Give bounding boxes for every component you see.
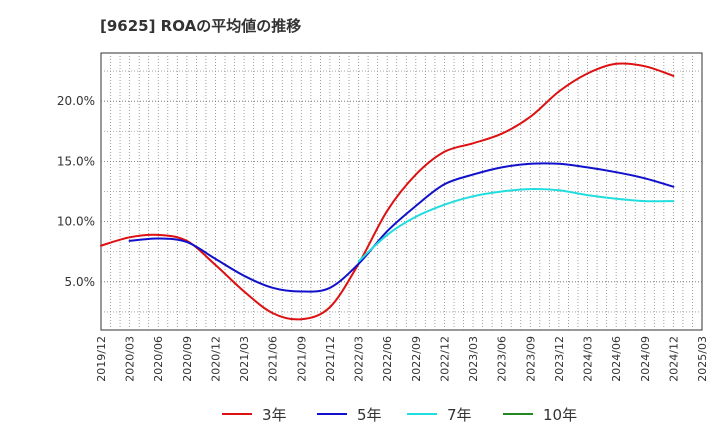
x-tick-label: 2023/06 (496, 336, 509, 382)
legend-label: 10年 (543, 406, 577, 424)
x-tick-label: 2022/06 (381, 336, 394, 382)
legend-label: 7年 (447, 406, 472, 424)
x-tick-label: 2024/06 (610, 336, 623, 382)
x-tick-label: 2023/03 (467, 336, 480, 382)
x-tick-label: 2020/06 (152, 336, 165, 382)
legend: 3年 5年 7年 10年 (222, 406, 577, 424)
y-tick-label: 20.0% (57, 94, 95, 108)
x-tick-label: 2019/12 (95, 336, 108, 382)
x-tick-label: 2025/03 (696, 336, 709, 382)
x-tick-label: 2020/03 (124, 336, 137, 382)
x-tick-label: 2022/12 (438, 336, 451, 382)
legend-label: 5年 (357, 406, 382, 424)
x-tick-label: 2022/09 (410, 336, 423, 382)
x-tick-label: 2024/03 (582, 336, 595, 382)
y-axis-ticks: 5.0% 10.0% 15.0% 20.0% (57, 94, 95, 289)
y-tick-label: 10.0% (57, 215, 95, 229)
series-line-5年 (128, 162, 675, 293)
x-tick-label: 2024/09 (639, 336, 652, 382)
x-tick-label: 2021/03 (238, 336, 251, 382)
x-tick-label: 2023/12 (553, 336, 566, 382)
grid-lines (101, 53, 702, 330)
x-axis-ticks: 2019/12 2020/03 2020/06 2020/09 2020/12 2021/… (95, 336, 709, 382)
legend-label: 3年 (262, 406, 287, 424)
x-tick-label: 2023/09 (524, 336, 537, 382)
x-tick-label: 2021/09 (295, 336, 308, 382)
series-line-7年 (357, 188, 675, 263)
y-tick-label: 15.0% (57, 154, 95, 168)
x-tick-label: 2021/06 (267, 336, 280, 382)
x-tick-label: 2021/12 (324, 336, 337, 382)
chart-title: [9625] ROAの平均値の推移 (100, 17, 301, 35)
y-tick-label: 5.0% (65, 275, 96, 289)
x-tick-label: 2020/09 (181, 336, 194, 382)
x-tick-label: 2022/03 (353, 336, 366, 382)
x-tick-label: 2020/12 (209, 336, 222, 382)
x-tick-label: 2024/12 (667, 336, 680, 382)
series-lines (100, 62, 675, 321)
